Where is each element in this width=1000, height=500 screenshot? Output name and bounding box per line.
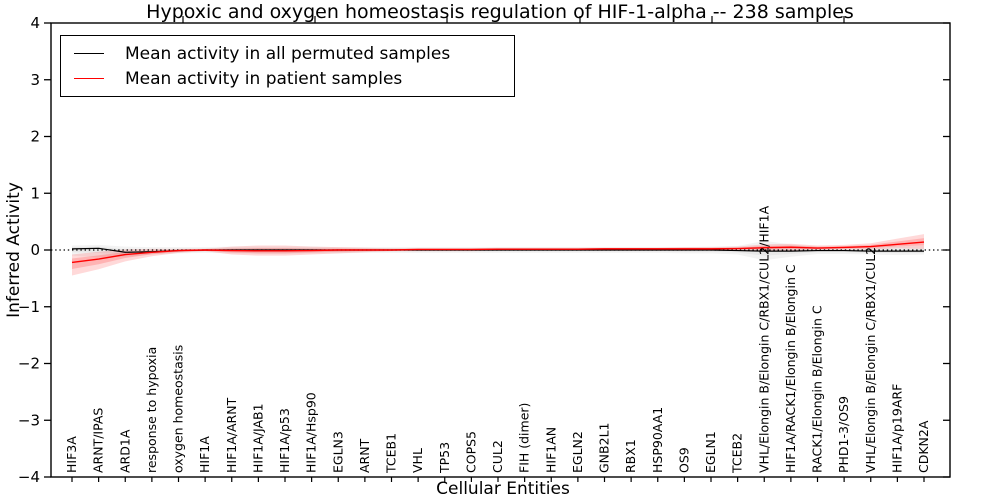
x-tick-label: ARD1A — [117, 429, 132, 473]
x-tick-label: HIF3A — [64, 436, 79, 473]
y-tick-label: 2 — [30, 128, 40, 146]
y-axis-label: Inferred Activity — [4, 182, 24, 318]
x-tick-label: RBX1 — [623, 439, 638, 473]
legend-label-permuted: Mean activity in all permuted samples — [125, 43, 451, 64]
x-tick-label: VHL/Elongin B/Elongin C/RBX1/CUL2/HIF1A — [756, 205, 771, 473]
y-tick-label: −1 — [18, 298, 40, 316]
x-tick-label: oxygen homeostasis — [171, 345, 186, 473]
patient-mean-line — [71, 241, 925, 264]
x-tick-label: EGLN1 — [703, 431, 718, 473]
x-tick-label: TCEB2 — [730, 433, 745, 474]
legend: Mean activity in all permuted samples Me… — [60, 35, 515, 97]
x-axis-label: Cellular Entities — [436, 479, 570, 499]
y-tick-label: 4 — [30, 14, 40, 32]
x-tick-label: PHD1-3/OS9 — [836, 396, 851, 473]
x-tick-label: VHL/Elongin B/Elongin C/RBX1/CUL2 — [863, 247, 878, 473]
legend-item-permuted: Mean activity in all permuted samples — [74, 44, 514, 64]
permuted-line-sample — [74, 53, 104, 54]
patient-line-sample — [74, 78, 104, 79]
x-tick-label: FIH (dimer) — [517, 403, 532, 473]
x-tick-label: HIF1A/p19ARF — [889, 384, 904, 473]
x-tick-label: CUL2 — [490, 440, 505, 473]
x-tick-label: EGLN3 — [330, 431, 345, 473]
x-tick-label: COPS5 — [463, 431, 478, 473]
x-tick-label: HIF1AN — [543, 427, 558, 473]
x-tick-label: HIF1A/JAB1 — [250, 403, 265, 473]
x-tick-label: TP53 — [437, 442, 452, 474]
x-tick-label: VHL — [410, 448, 425, 473]
x-tick-label: GNB2L1 — [597, 423, 612, 473]
y-tick-label: 0 — [30, 241, 40, 259]
x-tick-label: HIF1A — [197, 436, 212, 473]
x-tick-label: ARNT/IPAS — [91, 408, 106, 473]
legend-label-patient: Mean activity in patient samples — [125, 68, 403, 89]
x-tick-label: TCEB1 — [384, 433, 399, 474]
x-tick-label: RACK1/Elongin B/Elongin C — [810, 305, 825, 473]
chart-title: Hypoxic and oxygen homeostasis regulatio… — [146, 1, 854, 23]
legend-item-patient: Mean activity in patient samples — [74, 69, 514, 89]
x-tick-label: EGLN2 — [570, 431, 585, 473]
y-tick-label: −2 — [18, 355, 40, 373]
patient-band-outer — [72, 234, 924, 276]
x-tick-label: response to hypoxia — [144, 347, 159, 473]
x-tick-label: HIF1A/ARNT — [224, 397, 239, 473]
x-tick-label: ARNT — [357, 438, 372, 473]
x-tick-label: HIF1A/RACK1/Elongin B/Elongin C — [783, 264, 798, 473]
y-tick-label: −3 — [18, 411, 40, 429]
x-tick-label: HIF1A/Hsp90 — [304, 392, 319, 473]
x-tick-label: OS9 — [676, 447, 691, 473]
x-tick-label: HSP90AA1 — [650, 407, 665, 473]
y-tick-label: −4 — [18, 468, 40, 486]
y-tick-label: 1 — [30, 184, 40, 202]
y-tick-label: 3 — [30, 71, 40, 89]
x-tick-label: CDKN2A — [916, 420, 931, 473]
x-tick-label: HIF1A/p53 — [277, 408, 292, 473]
